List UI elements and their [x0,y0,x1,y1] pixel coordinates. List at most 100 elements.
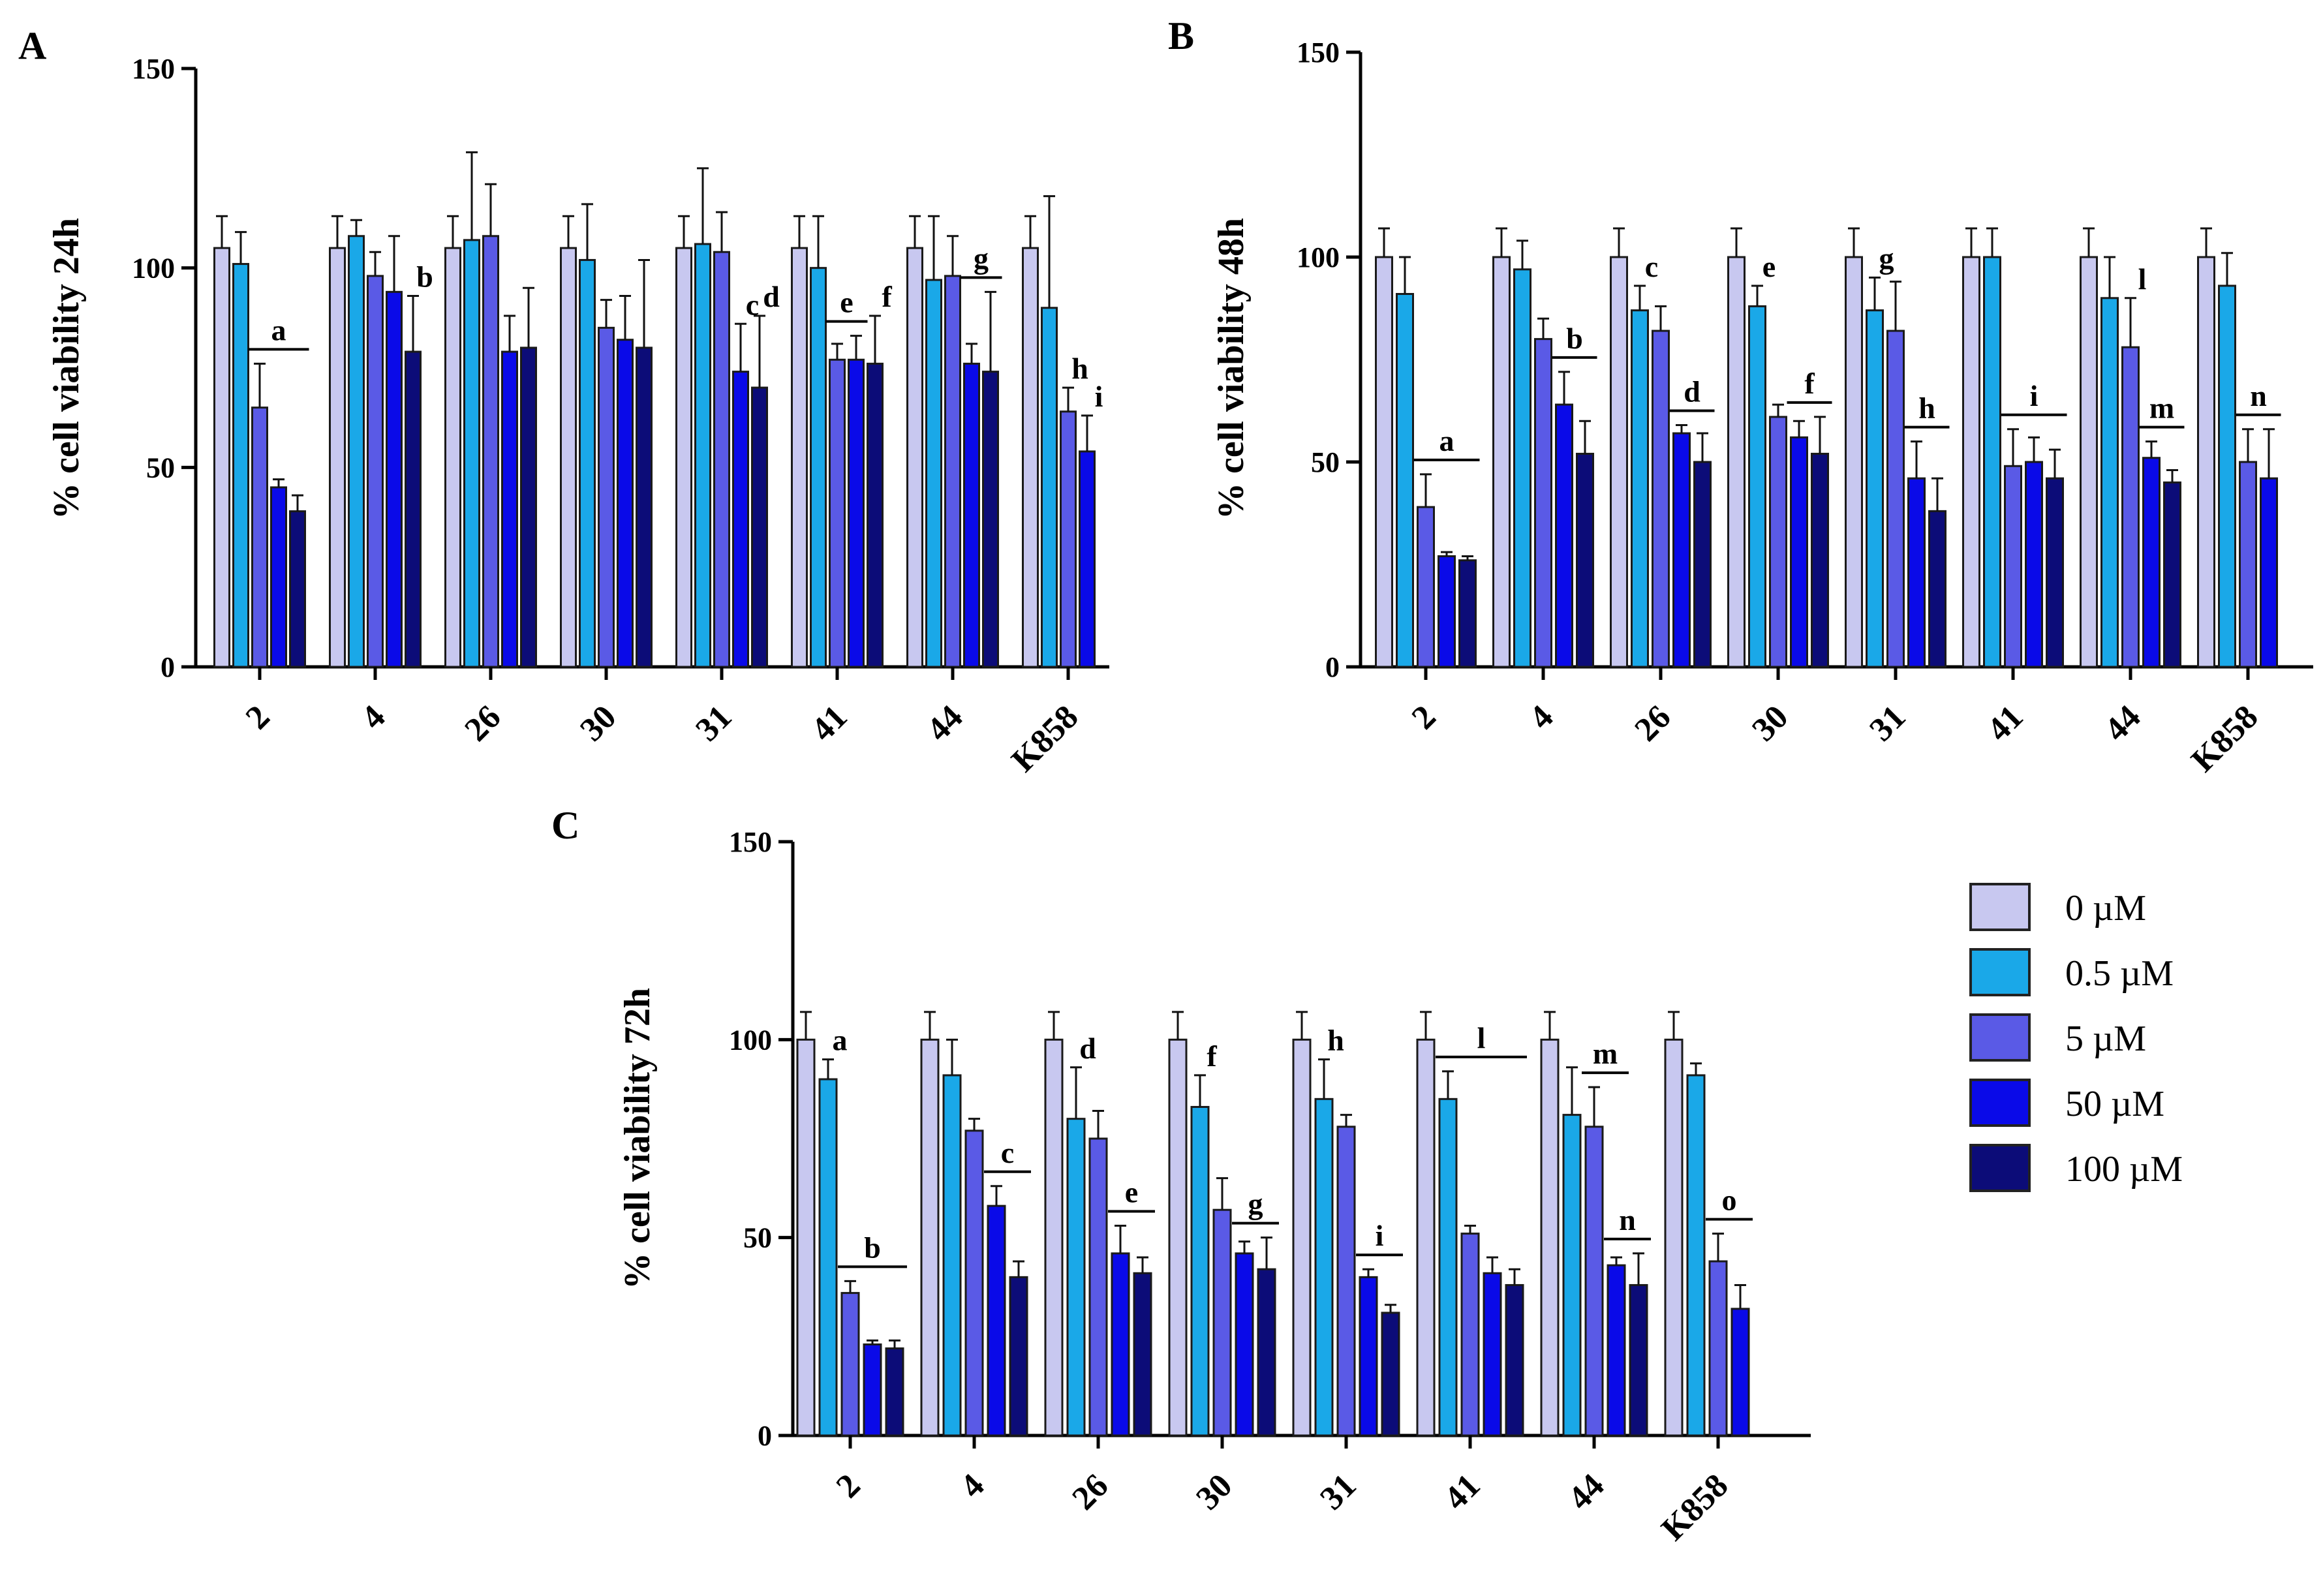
significance-label: b [864,1231,881,1264]
bar [213,247,230,668]
y-axis-label: % cell viability 48h [1211,218,1252,519]
bar [501,350,518,668]
bar [810,267,827,668]
bar [1190,1105,1210,1437]
significance-label: n [1619,1203,1636,1236]
x-tick-label: 2 [1405,698,1443,737]
bar [942,1074,962,1437]
y-axis-label: % cell viability 24h [46,218,87,519]
x-tick-label: K858 [1654,1467,1735,1548]
significance-label: c [1645,250,1658,283]
y-tick-label: 100 [729,1024,772,1056]
significance-label: c [1001,1136,1014,1169]
x-tick-label: 31 [1862,698,1913,748]
x-tick-label: 2 [239,698,277,737]
significance-label: i [1095,380,1103,413]
significance-label: d [763,280,780,313]
bar [982,371,999,668]
bar [1079,450,1096,668]
bar [1748,305,1766,668]
bar [1607,1264,1626,1437]
bar [1610,256,1628,668]
bar [1886,330,1905,668]
bar [867,362,884,668]
bar [1631,309,1649,668]
bar [987,1205,1006,1437]
bar [636,346,653,668]
bar [2046,477,2064,668]
bar [944,275,961,668]
bar [863,1343,882,1437]
bar [1044,1038,1064,1437]
x-tick-label: 2 [829,1467,868,1505]
bar [1458,559,1477,668]
y-tick-label: 0 [758,1420,772,1452]
significance-label: b [1566,322,1583,355]
bar [1562,1114,1582,1437]
bar [1066,1118,1086,1437]
bar [348,235,365,668]
bar [2163,481,2181,668]
significance-label: n [2250,379,2267,412]
legend-label-1: 0.5 µM [2065,953,2174,994]
significance-label: a [271,313,286,346]
x-tick-label: 41 [1980,698,2030,748]
bar [1811,452,1829,668]
x-tick-label: 44 [2097,698,2147,748]
significance-label: h [1071,352,1088,385]
bar [2239,461,2257,668]
bar [1513,268,1531,668]
legend-swatch-3 [1969,1079,2031,1127]
panel-b: B % cell viability 48h 0 50 100 150 2 4 26 30 31 41… [1168,14,2313,779]
bar [386,290,403,668]
bar [1168,1038,1188,1437]
bar [329,247,346,668]
y-tick-label: 50 [1311,446,1340,478]
y-tick-label: 50 [743,1222,772,1254]
panel-label: C [551,804,579,847]
bar [598,326,615,668]
bar [2260,477,2278,668]
significance-label: f [1804,367,1815,400]
significance-label: l [1477,1021,1486,1054]
bar [2218,284,2236,668]
bar [1133,1272,1152,1437]
bar [1375,256,1393,668]
bar [1438,1097,1458,1437]
significance-label: h [1918,391,1935,425]
panel-c: C % cell viability 72h 0 50 100 150 2 4 26 30 31 41… [551,804,1811,1548]
significance-label: m [1593,1037,1618,1070]
significance-label: a [833,1024,848,1057]
bar [963,362,980,668]
significance-label: i [1376,1219,1384,1252]
legend-label-4: 100 µM [2065,1149,2183,1189]
bar [2004,465,2022,668]
bar [482,235,499,668]
x-tick-label: 26 [457,698,508,748]
x-tick-label: 30 [1189,1467,1239,1517]
bar [1416,1038,1436,1437]
bar [1505,1283,1524,1437]
x-tick-label: K858 [2184,698,2265,779]
bar [579,258,596,668]
bar [1584,1126,1604,1437]
significance-label: f [882,280,892,313]
legend: 0 µM 0.5 µM 5 µM 50 µM 100 µM [1969,883,2183,1192]
x-tick-label: 30 [1745,698,1795,748]
significance-label: c [746,288,759,321]
x-tick-label: K858 [1004,698,1085,779]
bar [1483,1272,1502,1437]
bar [444,247,461,668]
significance-label: m [2149,391,2174,425]
bar [791,247,808,668]
bar [1336,1126,1356,1437]
y-tick-label: 100 [1297,241,1340,273]
bar [1907,477,1926,668]
bar [1629,1283,1648,1437]
bar [751,386,768,668]
x-tick-label: 4 [1522,698,1561,737]
bar [906,247,923,668]
legend-swatch-4 [1969,1144,2031,1192]
bar [925,279,942,668]
bar [848,358,865,668]
